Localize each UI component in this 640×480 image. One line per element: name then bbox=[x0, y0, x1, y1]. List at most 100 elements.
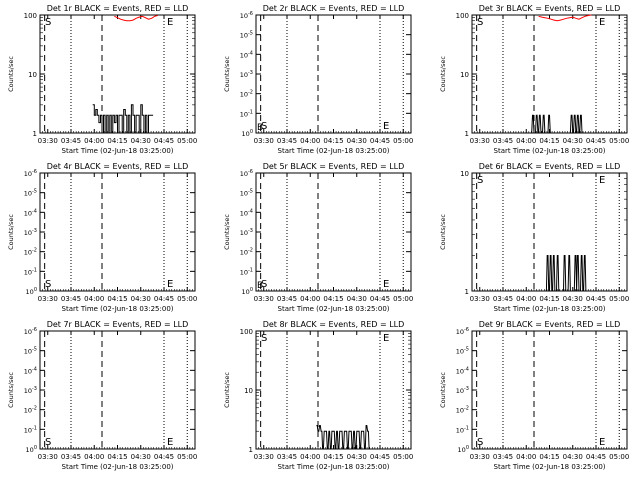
e-marker-label: E bbox=[383, 279, 389, 290]
x-tick-label: 04:45 bbox=[154, 295, 174, 303]
x-tick-label: 04:45 bbox=[370, 295, 390, 303]
x-tick-label: 04:15 bbox=[539, 295, 559, 303]
x-tick-label: 05:00 bbox=[177, 453, 197, 461]
series-line-2 bbox=[114, 15, 158, 22]
x-tick-label: 03:30 bbox=[38, 453, 58, 461]
x-tick-label: 05:00 bbox=[609, 295, 629, 303]
x-tick-label: 04:15 bbox=[107, 137, 127, 145]
y-tick-label: 10-5 bbox=[24, 189, 37, 198]
x-tick-label: 05:00 bbox=[177, 137, 197, 145]
panel-title: Det 9r BLACK = Events, RED = LLD bbox=[479, 320, 621, 329]
panel-title: Det 1r BLACK = Events, RED = LLD bbox=[47, 4, 189, 13]
y-tick-label: 100 bbox=[242, 287, 253, 296]
x-tick-label: 04:00 bbox=[300, 295, 320, 303]
y-tick-label: 10-3 bbox=[240, 228, 253, 237]
y-axis-label: Counts/sec bbox=[223, 214, 231, 250]
plot-frame bbox=[39, 330, 196, 450]
series-line-2 bbox=[538, 14, 592, 22]
s-marker-label: S bbox=[477, 437, 483, 448]
e-marker-label: E bbox=[167, 17, 173, 28]
s-marker-label: S bbox=[261, 333, 267, 344]
s-marker-label: S bbox=[45, 437, 51, 448]
y-tick-label: 10 bbox=[28, 71, 37, 79]
x-tick-label: 04:15 bbox=[539, 137, 559, 145]
y-tick-label: 10-3 bbox=[24, 228, 37, 237]
panel-4: Det 4r BLACK = Events, RED = LLD Counts/s… bbox=[7, 162, 197, 313]
panel-5: Det 5r BLACK = Events, RED = LLD Counts/s… bbox=[223, 162, 413, 313]
x-tick-label: 03:45 bbox=[493, 137, 513, 145]
y-axis-label: Counts/sec bbox=[223, 372, 231, 408]
y-tick-label: 10 bbox=[460, 71, 469, 79]
x-tick-label: 03:45 bbox=[277, 295, 297, 303]
x-tick-label: 05:00 bbox=[609, 453, 629, 461]
y-tick-label: 10-3 bbox=[240, 70, 253, 79]
s-marker-label: S bbox=[45, 17, 51, 28]
x-tick-label: 04:45 bbox=[154, 137, 174, 145]
x-tick-label: 03:45 bbox=[493, 453, 513, 461]
x-tick-label: 04:00 bbox=[84, 137, 104, 145]
x-tick-label: 04:45 bbox=[586, 137, 606, 145]
x-tick-label: 04:30 bbox=[563, 137, 583, 145]
e-marker-label: E bbox=[383, 333, 389, 344]
series-line-1 bbox=[530, 114, 586, 134]
series-line-1 bbox=[92, 104, 154, 134]
x-axis-label: Start Time (02-Jun-18 03:25:00) bbox=[278, 147, 390, 155]
x-tick-label: 04:45 bbox=[586, 295, 606, 303]
x-tick-label: 05:00 bbox=[393, 453, 413, 461]
x-tick-label: 04:30 bbox=[563, 453, 583, 461]
x-axis-label: Start Time (02-Jun-18 03:25:00) bbox=[494, 147, 606, 155]
x-tick-label: 03:45 bbox=[61, 453, 81, 461]
x-axis-label: Start Time (02-Jun-18 03:25:00) bbox=[278, 305, 390, 313]
b-marker-label: B bbox=[257, 281, 263, 291]
plot-frame bbox=[471, 330, 628, 450]
x-tick-label: 03:45 bbox=[277, 137, 297, 145]
s-marker-label: S bbox=[45, 279, 51, 290]
panel-1: Det 1r BLACK = Events, RED = LLD Counts/s… bbox=[7, 4, 197, 155]
x-tick-label: 03:30 bbox=[470, 137, 490, 145]
y-tick-label: 10-4 bbox=[456, 366, 469, 375]
x-tick-label: 04:00 bbox=[300, 453, 320, 461]
plot-frame bbox=[255, 14, 412, 134]
y-tick-label: 10-1 bbox=[456, 425, 469, 434]
panel-6: Det 6r BLACK = Events, RED = LLD Counts/s… bbox=[439, 162, 629, 313]
s-marker-label: S bbox=[477, 17, 483, 28]
y-tick-label: 100 bbox=[26, 445, 37, 454]
y-tick-label: 100 bbox=[242, 129, 253, 138]
x-tick-label: 03:45 bbox=[277, 453, 297, 461]
x-tick-label: 04:15 bbox=[323, 453, 343, 461]
x-tick-label: 04:45 bbox=[154, 453, 174, 461]
y-tick-label: 10-5 bbox=[24, 347, 37, 356]
panel-title: Det 6r BLACK = Events, RED = LLD bbox=[479, 162, 621, 171]
e-marker-label: E bbox=[167, 437, 173, 448]
y-tick-label: 100 bbox=[24, 12, 37, 20]
y-tick-label: 10-4 bbox=[240, 208, 253, 217]
x-tick-label: 04:15 bbox=[323, 137, 343, 145]
y-tick-label: 10-2 bbox=[240, 248, 253, 257]
y-tick-label: 10-1 bbox=[240, 109, 253, 118]
y-axis-label: Counts/sec bbox=[7, 56, 15, 92]
x-tick-label: 04:30 bbox=[563, 295, 583, 303]
plot-frame bbox=[255, 172, 412, 292]
x-axis-label: Start Time (02-Jun-18 03:25:00) bbox=[62, 463, 174, 471]
x-tick-label: 03:30 bbox=[470, 295, 490, 303]
y-tick-label: 100 bbox=[456, 12, 469, 20]
x-tick-label: 04:30 bbox=[347, 453, 367, 461]
x-tick-label: 04:00 bbox=[84, 295, 104, 303]
x-tick-label: 04:15 bbox=[539, 453, 559, 461]
s-marker-label: S bbox=[261, 279, 267, 290]
y-tick-label: 10-1 bbox=[24, 267, 37, 276]
panel-9: Det 9r BLACK = Events, RED = LLD Counts/s… bbox=[439, 320, 629, 471]
x-axis-label: Start Time (02-Jun-18 03:25:00) bbox=[494, 463, 606, 471]
x-axis-label: Start Time (02-Jun-18 03:25:00) bbox=[62, 305, 174, 313]
panel-2: Det 2r BLACK = Events, RED = LLD Counts/s… bbox=[223, 4, 413, 155]
x-tick-label: 03:45 bbox=[61, 137, 81, 145]
e-marker-label: E bbox=[599, 437, 605, 448]
y-tick-label: 100 bbox=[240, 328, 253, 336]
y-tick-label: 1 bbox=[33, 130, 37, 138]
panel-title: Det 7r BLACK = Events, RED = LLD bbox=[47, 320, 189, 329]
y-tick-label: 10-4 bbox=[24, 208, 37, 217]
x-tick-label: 04:15 bbox=[323, 295, 343, 303]
x-tick-label: 03:30 bbox=[254, 295, 274, 303]
x-tick-label: 04:00 bbox=[300, 137, 320, 145]
y-axis-label: Counts/sec bbox=[7, 214, 15, 250]
